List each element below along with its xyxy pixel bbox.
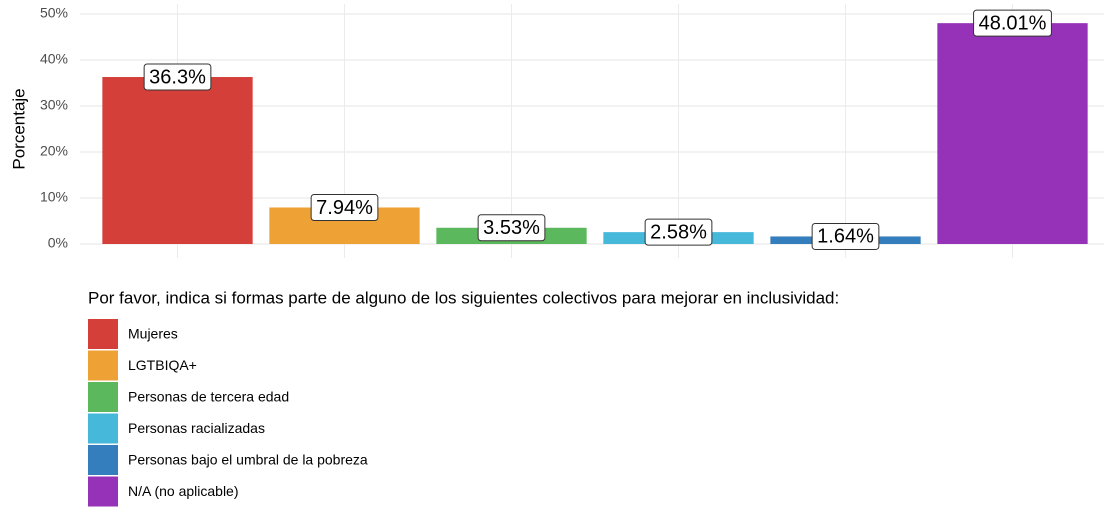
data-label-box [811, 222, 880, 250]
data-label-box [310, 193, 379, 221]
legend-key [88, 350, 118, 381]
bar [937, 23, 1088, 245]
data-label: 7.94% [316, 197, 373, 219]
data-label-box [477, 214, 546, 242]
y-axis-title: Porcentaje [9, 88, 28, 169]
data-label-box [143, 63, 212, 91]
legend-label: Personas racializadas [128, 420, 265, 436]
legend-key [88, 413, 118, 444]
y-tick-label: 30% [40, 97, 68, 113]
legend-label: Personas de tercera edad [128, 389, 289, 405]
legend-title: Por favor, indica si formas parte de alg… [88, 288, 839, 307]
legend-key [88, 476, 118, 507]
legend-key [88, 319, 118, 349]
y-tick-label: 40% [40, 51, 68, 67]
data-label: 48.01% [979, 12, 1047, 34]
y-tick-label: 0% [48, 235, 68, 251]
y-tick-label: 50% [40, 5, 68, 21]
y-tick-label: 20% [40, 143, 68, 159]
y-tick-label: 10% [40, 189, 68, 205]
legend-key [88, 382, 118, 412]
legend-label: N/A (no aplicable) [128, 483, 239, 499]
bar [102, 77, 253, 245]
data-label: 1.64% [817, 226, 874, 248]
data-label: 2.58% [650, 221, 707, 243]
data-label: 3.53% [483, 217, 540, 239]
data-label: 36.3% [149, 66, 206, 88]
legend-label: LGTBIQA+ [128, 357, 197, 373]
data-label-box [644, 218, 713, 246]
legend-label: Mujeres [128, 326, 178, 342]
data-label-box [973, 9, 1052, 37]
legend-key [88, 445, 118, 475]
legend-label: Personas bajo el umbral de la pobreza [128, 452, 368, 468]
